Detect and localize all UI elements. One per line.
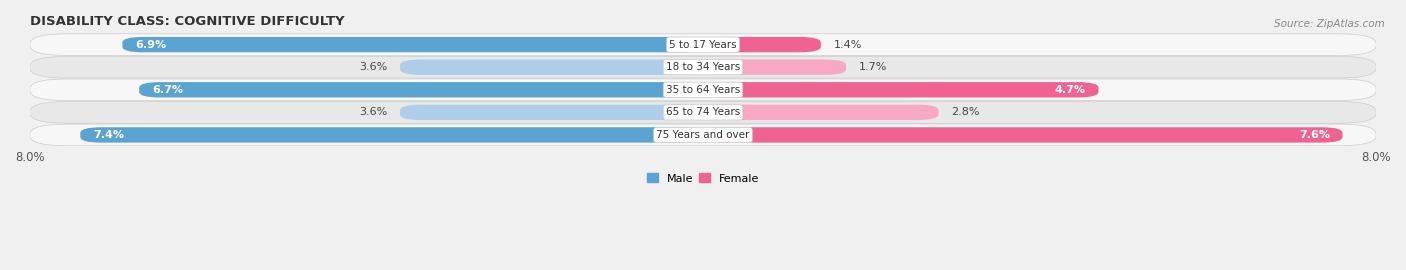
FancyBboxPatch shape [80,127,703,143]
FancyBboxPatch shape [30,102,1376,123]
FancyBboxPatch shape [703,59,846,75]
FancyBboxPatch shape [122,37,703,52]
Text: 7.4%: 7.4% [93,130,124,140]
FancyBboxPatch shape [703,82,1098,97]
Text: 75 Years and over: 75 Years and over [657,130,749,140]
Text: Source: ZipAtlas.com: Source: ZipAtlas.com [1274,19,1385,29]
Legend: Male, Female: Male, Female [643,169,763,188]
Text: 1.4%: 1.4% [834,40,862,50]
FancyBboxPatch shape [401,59,703,75]
Text: 2.8%: 2.8% [952,107,980,117]
Text: 18 to 34 Years: 18 to 34 Years [666,62,740,72]
Text: 7.6%: 7.6% [1299,130,1330,140]
Text: 1.7%: 1.7% [859,62,887,72]
Text: 6.9%: 6.9% [135,40,166,50]
FancyBboxPatch shape [139,82,703,97]
FancyBboxPatch shape [703,105,939,120]
Text: 35 to 64 Years: 35 to 64 Years [666,85,740,95]
Text: 3.6%: 3.6% [359,62,388,72]
FancyBboxPatch shape [30,34,1376,55]
FancyBboxPatch shape [703,127,1343,143]
FancyBboxPatch shape [401,105,703,120]
Text: 65 to 74 Years: 65 to 74 Years [666,107,740,117]
FancyBboxPatch shape [30,124,1376,146]
Text: 4.7%: 4.7% [1054,85,1085,95]
FancyBboxPatch shape [30,79,1376,101]
Text: 3.6%: 3.6% [359,107,388,117]
Text: 5 to 17 Years: 5 to 17 Years [669,40,737,50]
Text: 6.7%: 6.7% [152,85,183,95]
FancyBboxPatch shape [30,56,1376,78]
Text: DISABILITY CLASS: COGNITIVE DIFFICULTY: DISABILITY CLASS: COGNITIVE DIFFICULTY [30,15,344,28]
FancyBboxPatch shape [703,37,821,52]
